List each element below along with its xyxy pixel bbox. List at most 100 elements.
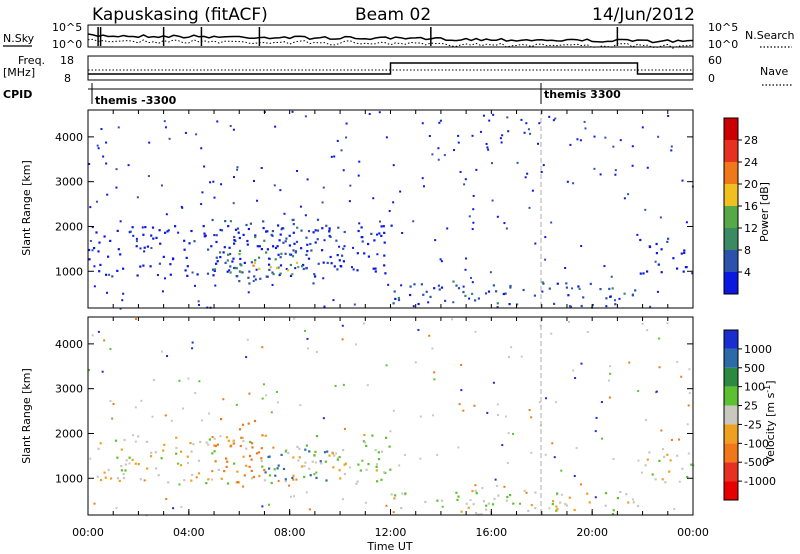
echo-cell: [509, 494, 512, 497]
echo-cell: [565, 286, 568, 289]
echo-cell: [134, 462, 137, 465]
scatter-cell: [274, 125, 277, 128]
scatter-cell: [584, 127, 587, 130]
scatter-cell: [299, 404, 302, 407]
echo-cell: [365, 444, 368, 447]
echo-cell: [326, 450, 329, 453]
echo-cell: [257, 256, 261, 259]
echo-cell: [315, 476, 318, 479]
echo-cell: [293, 242, 296, 245]
echo-cell: [384, 272, 387, 275]
echo-cell: [172, 258, 175, 261]
echo-cell: [250, 477, 254, 480]
echo-cell: [599, 288, 602, 291]
echo-cell: [248, 270, 251, 273]
echo-cell: [96, 475, 99, 478]
scatter-cell: [482, 114, 485, 117]
echo-cell: [457, 495, 460, 498]
echo-cell: [154, 451, 157, 454]
noise-spikes: [97, 27, 619, 46]
echo-cell: [203, 232, 206, 235]
scatter-cell: [96, 144, 99, 147]
scatter-cell: [550, 332, 553, 335]
echo-cell: [225, 436, 229, 439]
echo-cell: [122, 473, 125, 476]
scatter-cell: [219, 435, 222, 438]
echo-cell: [271, 230, 274, 233]
echo-cell: [169, 263, 172, 266]
echo-cell: [213, 450, 216, 453]
echo-cell: [556, 282, 559, 285]
echo-cell: [219, 251, 222, 254]
scatter-cell: [342, 169, 345, 172]
echo-cell: [202, 225, 205, 228]
scatter-cell: [180, 205, 183, 208]
scatter-cell: [385, 504, 388, 507]
scatter-cell: [95, 200, 98, 203]
echo-cell: [298, 447, 301, 450]
echo-cell: [224, 261, 227, 264]
scatter-cell: [544, 258, 547, 261]
scatter-cell: [228, 269, 231, 272]
scatter-cell: [93, 265, 96, 268]
scatter-cell: [198, 380, 201, 383]
scatter-cell: [612, 457, 615, 460]
echo-cell: [119, 253, 122, 256]
echo-cell: [282, 241, 285, 244]
scatter-cell: [105, 141, 108, 144]
echo-cell: [99, 263, 102, 266]
echo-cell: [682, 270, 685, 273]
echo-cell: [580, 304, 583, 308]
scatter-cell: [469, 499, 472, 502]
echo-cell: [245, 464, 248, 467]
scatter-cell: [150, 247, 153, 250]
scatter-cell: [323, 305, 326, 308]
scatter-cell: [181, 207, 184, 210]
scatter-cell: [636, 233, 639, 236]
scatter-cell: [641, 322, 644, 325]
scatter-cell: [654, 260, 657, 263]
echo-cell: [577, 285, 580, 288]
velocity-yticks: 1000 2000 3000 4000: [55, 338, 693, 485]
scatter-cell: [475, 168, 478, 171]
echo-cell: [321, 249, 324, 252]
scatter-cell: [341, 498, 344, 501]
echo-cell: [125, 459, 128, 462]
echo-cell: [233, 242, 236, 245]
scatter-cell: [486, 411, 489, 414]
colorbar-swatch: [724, 330, 738, 349]
echo-cell: [533, 294, 536, 297]
scatter-cell: [307, 347, 310, 350]
velocity-xticks: 00:00 04:00 08:00 12:00 16:00 20:00 00:00: [72, 110, 709, 539]
echo-cell: [97, 250, 100, 253]
scatter-cell: [252, 179, 255, 182]
echo-cell: [242, 455, 245, 458]
echo-cell: [357, 229, 360, 233]
echo-cell: [312, 231, 315, 234]
scatter-cell: [376, 233, 379, 236]
scatter-cell: [140, 399, 143, 402]
echo-cell: [137, 463, 140, 466]
echo-cell: [374, 270, 377, 273]
echo-cell: [338, 259, 341, 262]
scatter-cell: [209, 181, 212, 184]
scatter-cell: [273, 184, 276, 187]
echo-cell: [464, 294, 467, 297]
scatter-cell: [89, 239, 92, 242]
echo-cell: [253, 419, 257, 423]
scatter-cell: [542, 282, 545, 285]
colorbar-tick-label: 12: [744, 222, 758, 235]
echo-cell: [573, 508, 576, 512]
scatter-cell: [332, 299, 335, 302]
echo-cell: [229, 252, 232, 256]
echo-cell: [136, 274, 139, 277]
echo-cell: [339, 477, 342, 480]
echo-cell: [258, 267, 261, 270]
freq-label: Freq.: [18, 54, 45, 67]
scatter-cell: [191, 341, 194, 344]
echo-cell: [424, 500, 427, 504]
scatter-cell: [213, 234, 216, 237]
echo-cell: [578, 287, 581, 290]
echo-cell: [420, 283, 423, 286]
scatter-cell: [417, 328, 420, 331]
